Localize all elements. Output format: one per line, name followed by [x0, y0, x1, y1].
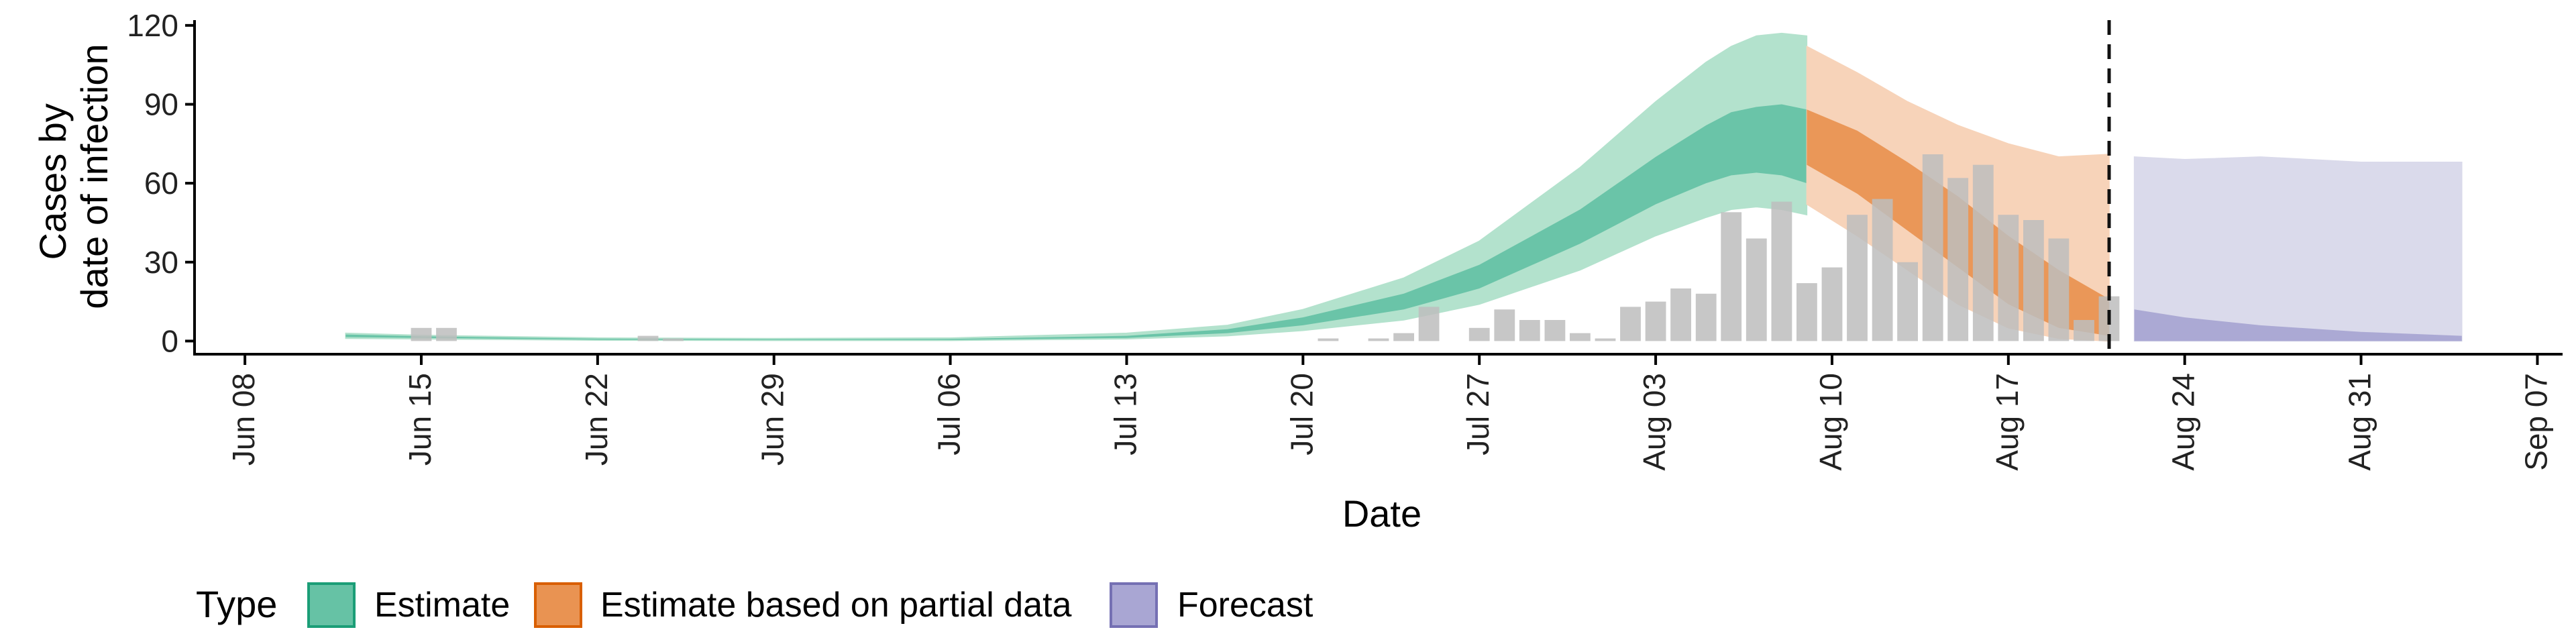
y-tick-label: 0 [161, 323, 178, 358]
estimate-band-50 [345, 104, 1807, 340]
bar-2020-07-21 [1318, 338, 1339, 341]
x-tick-label: Jul 13 [1108, 373, 1143, 455]
bar-2020-08-01 [1595, 338, 1616, 341]
bar-2020-08-02 [1620, 307, 1641, 341]
x-tick-label: Jul 20 [1284, 373, 1319, 455]
x-tick-label: Aug 31 [2343, 373, 2377, 471]
x-tick-label: Jun 29 [755, 373, 790, 466]
bar-2020-08-08 [1771, 201, 1792, 341]
bar-2020-08-06 [1721, 212, 1742, 341]
bar-2020-08-20 [2074, 320, 2094, 341]
x-tick-label: Jul 06 [932, 373, 967, 455]
forecast-band-50 [2134, 309, 2462, 341]
bar-2020-08-16 [1972, 164, 1994, 341]
legend: Type Estimate Estimate based on partial … [196, 582, 1313, 628]
bar-2020-07-27 [1468, 327, 1490, 341]
bar-2020-06-25 [663, 338, 684, 341]
bar-2020-08-17 [1998, 215, 2019, 341]
y-axis-title-line-1: Cases by [32, 103, 74, 260]
legend-key-partial [534, 582, 582, 628]
bar-2020-08-13 [1897, 262, 1918, 341]
bar-2020-08-19 [2048, 238, 2070, 341]
x-tick-label: Jul 27 [1460, 373, 1495, 455]
bar-2020-08-11 [1847, 215, 1868, 341]
interval-bands [345, 32, 2463, 342]
bar-2020-08-07 [1746, 238, 1767, 341]
y-tick-label: 120 [127, 8, 178, 43]
estimate-band-90 [345, 32, 1808, 341]
x-axis-title: Date [1342, 492, 1421, 535]
x-tick-label: Jun 15 [402, 373, 437, 466]
bar-2020-08-10 [1821, 267, 1843, 341]
y-tick-label: 30 [144, 245, 178, 280]
bar-2020-07-29 [1519, 320, 1540, 341]
bar-2020-08-14 [1922, 154, 1943, 341]
bar-2020-07-28 [1494, 309, 1515, 341]
bar-2020-07-24 [1393, 333, 1414, 341]
x-tick-label: Aug 03 [1637, 373, 1672, 471]
x-ticks: Jun 08 Jun 15 Jun 22 Jun 29 Jul 06 Jul 13 Jul … [226, 354, 2553, 471]
y-ticks: 0 30 60 90 120 [127, 8, 195, 358]
legend-key-estimate [307, 582, 356, 628]
legend-label-partial: Estimate based on partial data [600, 586, 1072, 625]
forecast-band-90 [2133, 156, 2463, 342]
bar-2020-06-15 [411, 327, 432, 341]
legend-label-forecast: Forecast [1177, 586, 1313, 625]
bar-2020-08-12 [1872, 199, 1893, 341]
axes: 0 30 60 90 120 Jun 08 Jun 15 Jun 22 Jun 29 Jul 0… [127, 8, 2563, 471]
bar-2020-07-25 [1418, 307, 1440, 341]
legend-title: Type [196, 583, 277, 625]
bar-2020-08-18 [2023, 220, 2044, 341]
x-tick-label: Aug 17 [1990, 373, 2025, 471]
x-tick-label: Jun 08 [226, 373, 261, 466]
bar-2020-07-31 [1570, 333, 1591, 341]
y-axis-title-line-2: date of infection [73, 44, 115, 309]
bar-2020-08-15 [1947, 178, 1969, 341]
legend-label-estimate: Estimate [374, 586, 510, 625]
legend-key-forecast [1110, 582, 1158, 628]
bar-2020-06-24 [637, 335, 659, 341]
x-tick-label: Sep 07 [2518, 373, 2553, 471]
bar-2020-06-16 [436, 327, 457, 341]
bar-2020-07-23 [1368, 338, 1389, 341]
y-axis-title: Cases by date of infection [32, 44, 115, 309]
bar-2020-08-03 [1645, 301, 1666, 341]
x-tick-label: Aug 10 [1813, 373, 1848, 471]
bar-2020-07-30 [1544, 320, 1566, 341]
bar-2020-08-05 [1695, 293, 1717, 341]
bar-2020-08-04 [1670, 288, 1691, 341]
x-tick-label: Aug 24 [2166, 373, 2201, 471]
y-tick-label: 90 [144, 87, 178, 121]
y-tick-label: 60 [144, 166, 178, 201]
x-tick-label: Jun 22 [579, 373, 614, 466]
bar-2020-08-09 [1796, 283, 1817, 341]
observed-bars [411, 154, 2120, 341]
